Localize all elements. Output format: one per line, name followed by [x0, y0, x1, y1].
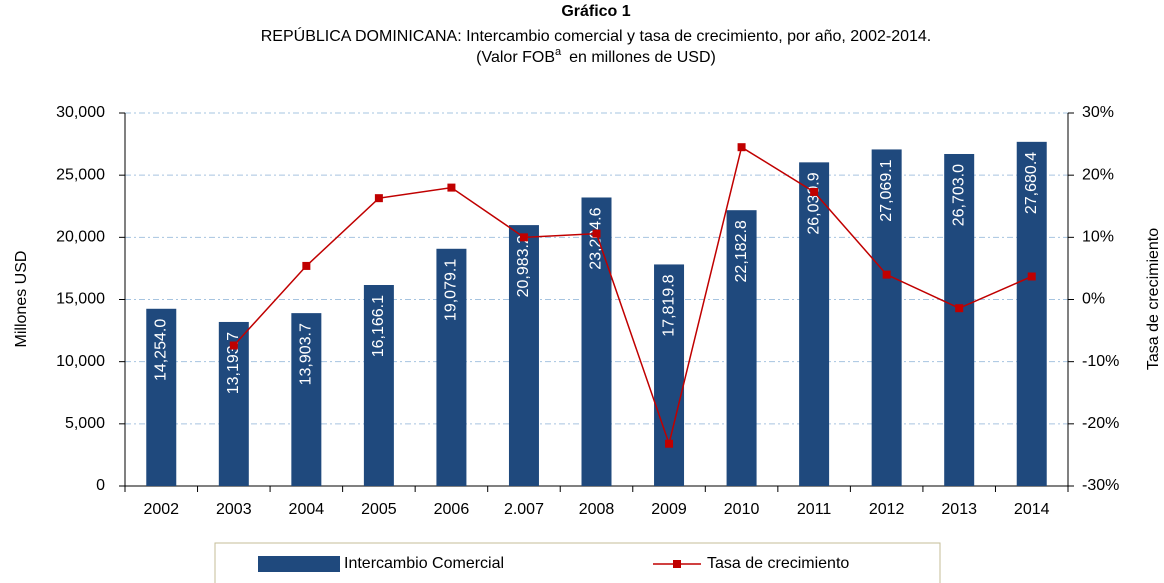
bar — [944, 153, 975, 486]
y2-tick-label: 30% — [1082, 104, 1114, 121]
value-label: 19,079.1 — [443, 259, 460, 321]
y2-tick-label: 10% — [1082, 229, 1114, 246]
bar — [1016, 141, 1047, 486]
x-tick-label: 2002 — [143, 501, 179, 518]
x-tick-label: 2003 — [216, 501, 252, 518]
legend-swatch — [258, 556, 340, 572]
value-label: 27,069.1 — [878, 159, 895, 221]
bar — [581, 197, 612, 486]
value-label: 16,166.1 — [370, 295, 387, 357]
line-marker — [592, 229, 601, 238]
y2-tick-label: -10% — [1082, 353, 1119, 370]
line-marker — [447, 183, 456, 192]
y2-tick-label: -30% — [1082, 477, 1119, 494]
line-marker — [955, 304, 964, 313]
line-marker — [665, 439, 674, 448]
value-label: 23,204.6 — [588, 207, 605, 269]
value-label: 14,254.0 — [152, 319, 169, 381]
bar — [726, 210, 757, 486]
y-tick-label: 30,000 — [56, 104, 105, 121]
x-tick-label: 2013 — [941, 501, 977, 518]
x-tick-label: 2014 — [1014, 501, 1050, 518]
bar — [508, 225, 539, 486]
line-marker — [882, 270, 891, 279]
bar — [146, 308, 177, 486]
y2-tick-label: 20% — [1082, 166, 1114, 183]
line-marker — [810, 187, 819, 196]
x-tick-label: 2004 — [289, 501, 325, 518]
x-tick-label: 2012 — [869, 501, 905, 518]
x-tick-label: 2009 — [651, 501, 687, 518]
line-marker — [737, 143, 746, 152]
line-marker — [519, 233, 528, 242]
chart-subtitle: REPÚBLICA DOMINICANA: Intercambio comerc… — [261, 26, 932, 45]
x-tick-label: 2010 — [724, 501, 760, 518]
bar — [436, 248, 467, 486]
bar — [363, 285, 394, 486]
x-tick-label: 2008 — [579, 501, 615, 518]
value-label: 13,193.7 — [225, 332, 242, 394]
x-tick-label: 2005 — [361, 501, 397, 518]
y2-tick-label: 0% — [1082, 291, 1105, 308]
y-axis-label: Millones USD — [13, 251, 30, 348]
bar — [291, 313, 322, 486]
bar — [871, 149, 902, 486]
line-marker — [302, 261, 311, 270]
line-marker — [1027, 272, 1036, 281]
line — [233, 146, 1033, 447]
line-marker — [229, 341, 238, 350]
y-tick-label: 0 — [96, 477, 105, 494]
value-label: 22,182.8 — [733, 220, 750, 282]
value-label: 27,680.4 — [1023, 152, 1040, 214]
legend-label: Tasa de crecimiento — [707, 555, 849, 572]
y-tick-label: 5,000 — [65, 415, 105, 432]
line-marker — [374, 194, 383, 203]
value-label: 13,903.7 — [298, 323, 315, 385]
value-label: 20,983.2 — [515, 235, 532, 297]
y-tick-label: 15,000 — [56, 291, 105, 308]
value-label: 17,819.8 — [660, 274, 677, 336]
y-tick-label: 10,000 — [56, 353, 105, 370]
x-tick-label: 2011 — [797, 501, 832, 518]
y2-axis-label: Tasa de crecimiento — [1145, 228, 1162, 370]
value-label: 26,703.0 — [950, 164, 967, 226]
legend-label: Intercambio Comercial — [344, 555, 504, 572]
x-tick-label: 2006 — [434, 501, 470, 518]
chart-subtitle-2: (Valor FOBa en millones de USD) — [476, 46, 716, 66]
value-label: 26,030.9 — [805, 172, 822, 234]
legend-marker — [673, 560, 681, 568]
bar — [799, 162, 830, 487]
y2-tick-label: -20% — [1082, 415, 1119, 432]
y-tick-label: 20,000 — [56, 229, 105, 246]
y-tick-label: 25,000 — [56, 166, 105, 183]
bar — [654, 264, 685, 486]
chart-title: Gráfico 1 — [561, 3, 630, 20]
x-tick-label: 2.007 — [504, 501, 544, 518]
